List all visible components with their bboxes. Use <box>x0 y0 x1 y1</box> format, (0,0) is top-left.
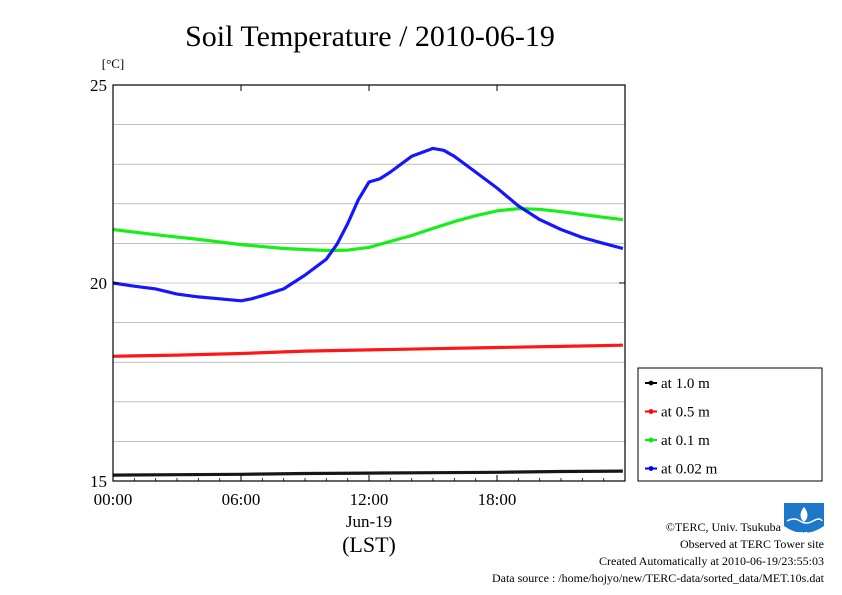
credit-copyright: ©TERC, Univ. Tsukuba <box>666 520 782 534</box>
series-line-0 <box>112 469 623 477</box>
logo-text: TERC <box>794 532 813 539</box>
y-tick-label: 25 <box>90 76 107 95</box>
series-line-texture-0 <box>112 470 623 476</box>
grid-lines <box>113 124 625 442</box>
series-line-texture-2 <box>112 207 623 252</box>
chart-title: Soil Temperature / 2010-06-19 <box>185 20 555 53</box>
y-tick-label: 15 <box>90 472 107 491</box>
axis-ticks: 00:00 06:00 12:00 18:00 15 20 25 <box>90 76 625 509</box>
series-line-texture-1 <box>112 344 623 357</box>
logo-drop-icon <box>800 507 808 522</box>
terc-logo: TERC <box>784 503 824 539</box>
legend-label: at 0.5 m <box>661 405 710 421</box>
credit-created: Created Automatically at 2010-06-19/23:5… <box>599 554 824 568</box>
legend-label: at 1.0 m <box>661 376 710 392</box>
legend-marker <box>648 380 654 386</box>
logo-wave-icon <box>786 518 823 524</box>
series-lines <box>112 146 624 477</box>
series-line-3 <box>112 146 624 303</box>
x-date-label: Jun-19 <box>346 512 392 531</box>
credit-source: Data source : /home/hojyo/new/TERC-data/… <box>492 571 825 585</box>
y-axis-unit: [°C] <box>102 56 125 71</box>
legend: at 1.0 m at 0.5 m at 0.1 m at 0.02 m <box>637 367 823 482</box>
legend-label: at 0.02 m <box>661 462 718 478</box>
legend-marker <box>648 409 654 414</box>
series-line-2 <box>112 207 624 253</box>
legend-marker <box>648 437 654 443</box>
x-tick-label: 12:00 <box>350 490 389 509</box>
legend-label: at 0.1 m <box>661 433 710 449</box>
legend-marker <box>648 466 654 471</box>
x-tick-label: 18:00 <box>478 490 517 509</box>
x-axis-label: (LST) <box>342 532 396 557</box>
x-tick-label: 00:00 <box>94 490 133 509</box>
series-line-texture-3 <box>112 147 624 302</box>
x-tick-label: 06:00 <box>222 490 261 509</box>
legend-box <box>637 367 823 482</box>
credit-observed: Observed at TERC Tower site <box>680 537 824 551</box>
series-line-1 <box>112 343 623 358</box>
y-tick-label: 20 <box>90 274 107 293</box>
